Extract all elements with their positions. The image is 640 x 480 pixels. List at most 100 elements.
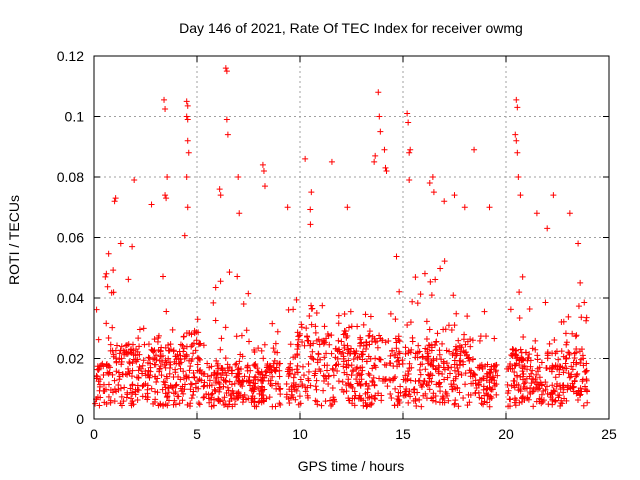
data-point [350,367,357,374]
data-point [277,401,284,408]
data-point [259,161,266,168]
data-point [455,337,462,344]
axis-ticks [93,55,610,420]
data-point [540,388,547,395]
data-point [354,323,361,330]
data-point [308,321,315,328]
data-point [521,397,528,404]
data-point [546,340,553,347]
data-point [223,116,230,123]
data-point [152,396,159,403]
data-point [527,363,534,370]
data-point [287,395,294,402]
data-point [244,363,251,370]
data-points [92,65,591,410]
data-point [513,381,520,388]
data-point [169,326,176,333]
data-point [451,361,458,368]
data-point [508,382,515,389]
data-point [469,337,476,344]
data-point [565,370,572,377]
data-point [569,330,576,337]
data-point [435,362,442,369]
x-tick-label: 20 [498,426,514,442]
data-point [111,386,118,393]
data-point [445,397,452,404]
data-point [410,386,417,393]
data-point [456,389,463,396]
data-point [115,369,122,376]
x-tick-label: 15 [395,426,411,442]
data-point [529,367,536,374]
data-point [274,360,281,367]
data-point [368,400,375,407]
data-point [272,380,279,387]
data-point [569,366,576,373]
data-point [392,374,399,381]
data-point [454,384,461,391]
data-point [233,360,240,367]
data-point [538,359,545,366]
data-point [190,370,197,377]
data-point [195,400,202,407]
data-point [295,342,302,349]
data-point [92,400,99,407]
data-point [217,278,224,285]
data-point [365,382,372,389]
data-point [186,330,193,337]
data-point [270,345,277,352]
data-point [445,322,452,329]
data-point [217,346,224,353]
data-point [290,374,297,381]
data-point [190,388,197,395]
data-point [476,337,483,344]
data-point [388,394,395,401]
data-point [533,371,540,378]
data-point [506,362,513,369]
data-point [251,362,258,369]
data-point [142,368,149,375]
data-point [245,290,252,297]
data-point [363,339,370,346]
data-point [338,350,345,357]
data-point [433,339,440,346]
data-point [123,349,130,356]
data-point [514,104,521,111]
data-point [487,374,494,381]
data-point [507,396,514,403]
data-point [552,350,559,357]
data-point [158,372,165,379]
data-point [423,381,430,388]
data-point [519,393,526,400]
data-point [516,289,523,296]
data-point [513,96,520,103]
data-point [121,384,128,391]
data-point [416,377,423,384]
data-point [172,353,179,360]
data-point [211,369,218,376]
data-point [290,306,297,313]
data-point [271,367,278,374]
data-point [299,338,306,345]
data-point [406,365,413,372]
data-point [177,365,184,372]
data-point [382,164,389,171]
data-point [298,321,305,328]
data-point [335,378,342,385]
data-point [102,386,109,393]
data-point [465,391,472,398]
data-point [427,370,434,377]
data-point [157,400,164,407]
data-point [216,384,223,391]
data-point [390,363,397,370]
data-point [441,258,448,265]
data-point [162,390,169,397]
data-point [413,402,420,409]
data-point [286,371,293,378]
data-point [451,322,458,329]
data-point [184,137,191,144]
data-point [371,335,378,342]
data-point [312,397,319,404]
data-point [236,370,243,377]
data-point [118,355,125,362]
